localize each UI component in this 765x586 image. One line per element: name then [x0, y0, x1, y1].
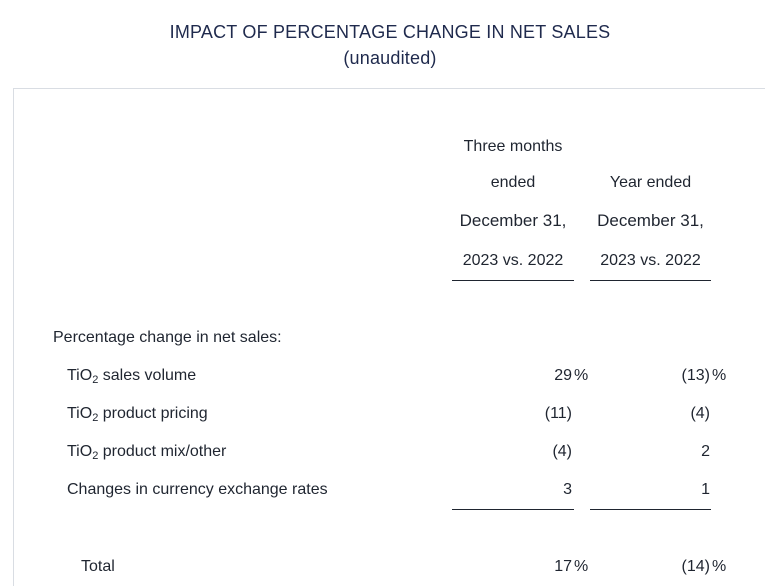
col2-subtotal-rule: [590, 509, 711, 510]
col2-header-line4: 2023 vs. 2022: [600, 252, 701, 269]
col2-header-line2: Year ended: [609, 174, 692, 191]
row-label-currency: Changes in currency exchange rates: [67, 481, 328, 498]
col1-header-line2: ended: [490, 174, 536, 191]
row1-col2-value: (13): [681, 367, 710, 384]
row1-col1-percent: %: [574, 367, 589, 384]
row-label-product-mix: TiO2 product mix/other: [67, 443, 227, 462]
document-subtitle: (unaudited): [343, 48, 437, 68]
row-label-sales-volume: TiO2 sales volume: [67, 367, 197, 386]
col1-subtotal-rule: [452, 509, 574, 510]
col1-header-line4: 2023 vs. 2022: [462, 252, 564, 269]
col1-header-underline: [452, 280, 574, 281]
row3-col1-value: (4): [552, 443, 572, 460]
row4-col1-value: 3: [563, 481, 572, 498]
total-col2-value: (14): [681, 558, 710, 575]
row4-col2-value: 1: [701, 481, 710, 498]
total-col1-value: 17: [554, 558, 572, 575]
col2-header-line3: December 31,: [597, 211, 704, 230]
row2-col2-value: (4): [690, 405, 710, 422]
col1-header-line1: Three months: [463, 138, 563, 155]
col2-header-underline: [590, 280, 711, 281]
table-panel: [13, 88, 765, 586]
row2-col1-value: (11): [544, 405, 572, 422]
row1-col1-value: 29: [554, 367, 572, 384]
document-title: IMPACT OF PERCENTAGE CHANGE IN NET SALES: [169, 22, 611, 42]
total-col2-percent: %: [712, 558, 727, 575]
total-label: Total: [81, 558, 115, 575]
row1-col2-percent: %: [712, 367, 727, 384]
total-col1-percent: %: [574, 558, 589, 575]
section-label: Percentage change in net sales:: [53, 329, 282, 346]
row-label-product-pricing: TiO2 product pricing: [67, 405, 208, 424]
row3-col2-value: 2: [701, 443, 710, 460]
col1-header-line3: December 31,: [459, 211, 567, 230]
